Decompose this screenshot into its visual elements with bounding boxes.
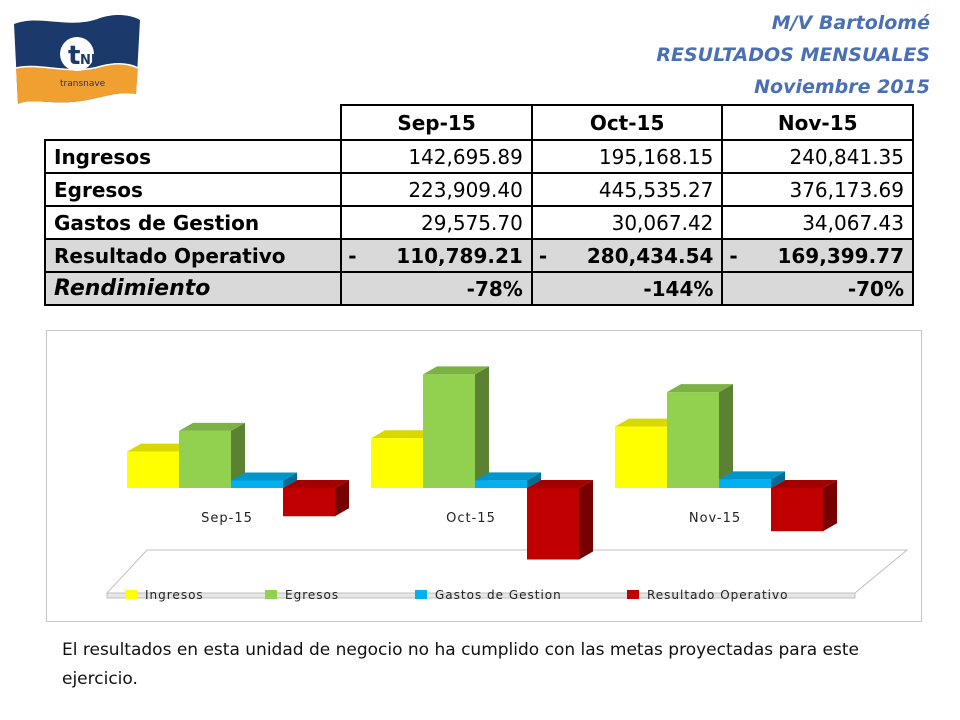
bar-egresos-sep-15	[179, 430, 231, 488]
svg-text:t: t	[68, 41, 80, 71]
bar-resultado-operativo-sep-15-side	[335, 480, 349, 517]
bar-resultado-operativo-sep-15	[283, 488, 335, 517]
legend-entry: Egresos	[285, 588, 339, 602]
bar-resultado-operativo-sep-15-top	[283, 480, 349, 488]
svg-text:NE: NE	[80, 53, 100, 68]
table-row: Resultado Operativo -110,789.21 -280,434…	[43, 238, 914, 273]
vessel-title: M/V Bartolomé	[771, 12, 930, 34]
row-label: Egresos	[43, 172, 343, 207]
bar-resultado-operativo-oct-15-top	[527, 480, 593, 488]
bar-egresos-nov-15	[667, 392, 719, 488]
bar-ingresos-sep-15	[127, 451, 179, 488]
legend-swatch	[265, 590, 277, 599]
results-chart: Sep-15 Oct-15 Nov-15 Ingresos Egresos Gastos …	[46, 330, 922, 622]
bar-ingresos-oct-15	[371, 438, 423, 488]
bar-resultado-operativo-nov-15-top	[771, 480, 837, 488]
bar-gastos-de-gestion-nov-15-side	[771, 471, 785, 488]
table-cell: 30,067.42	[530, 205, 724, 240]
bar-resultado-operativo-nov-15-side	[823, 480, 837, 532]
table-cell: 34,067.43	[721, 205, 914, 240]
bar-egresos-oct-15-side	[475, 366, 489, 488]
table-row: Gastos de Gestion 29,575.70 30,067.42 34…	[43, 205, 914, 240]
table-cell: -70%	[721, 271, 914, 306]
table-header-row: Sep-15 Oct-15 Nov-15	[45, 104, 914, 141]
category-label: Sep-15	[201, 511, 253, 526]
bar-gastos-de-gestion-nov-15-top	[719, 471, 785, 480]
company-logo: t NE transnave	[14, 14, 140, 105]
table-row: Rendimiento -78% -144% -70%	[43, 271, 914, 306]
table-cell: -144%	[530, 271, 724, 306]
bar-egresos-oct-15	[423, 374, 475, 488]
table-cell: -280,434.54	[530, 238, 724, 273]
chart-floor	[105, 549, 909, 594]
bar-egresos-oct-15-top	[423, 366, 489, 375]
table-cell: 240,841.35	[721, 139, 914, 174]
chart-svg: Sep-15 Oct-15 Nov-15 Ingresos Egresos Gastos …	[105, 366, 909, 602]
row-label: Ingresos	[43, 139, 343, 174]
category-label: Oct-15	[446, 511, 496, 526]
legend-swatch	[415, 590, 427, 599]
bar-gastos-de-gestion-nov-15	[719, 479, 771, 488]
row-label: Gastos de Gestion	[43, 205, 343, 240]
bar-egresos-sep-15-side	[231, 422, 245, 488]
table-row: Egresos 223,909.40 445,535.27 376,173.69	[43, 172, 914, 207]
column-header: Oct-15	[530, 104, 724, 141]
table-cell: -78%	[340, 271, 533, 306]
table-cell: 223,909.40	[340, 172, 533, 207]
legend-swatch	[627, 590, 639, 599]
table-row: Ingresos 142,695.89 195,168.15 240,841.3…	[43, 139, 914, 174]
category-label: Nov-15	[689, 511, 741, 526]
summary-note: El resultados en esta unidad de negocio …	[62, 640, 859, 689]
bar-egresos-nov-15-top	[667, 384, 733, 393]
bar-gastos-de-gestion-sep-15	[231, 480, 283, 488]
bar-gastos-de-gestion-oct-15-side	[527, 472, 541, 488]
bar-ingresos-nov-15-top	[615, 418, 681, 427]
table-cell: -110,789.21	[340, 238, 533, 273]
bar-resultado-operativo-nov-15	[771, 488, 823, 532]
table-cell: 376,173.69	[721, 172, 914, 207]
chart-floor-edge	[106, 592, 856, 599]
results-table: Sep-15 Oct-15 Nov-15 Ingresos 142,695.89…	[43, 104, 914, 306]
legend-entry: Resultado Operativo	[647, 588, 788, 602]
column-header: Sep-15	[340, 104, 533, 141]
bar-ingresos-sep-15-top	[127, 443, 193, 452]
bar-gastos-de-gestion-oct-15-top	[475, 472, 541, 481]
column-header: Nov-15	[721, 104, 914, 141]
legend-entry: Gastos de Gestion	[435, 588, 562, 602]
row-label: Rendimiento	[43, 271, 343, 306]
report-title: RESULTADOS MENSUALES	[656, 44, 930, 66]
table-corner	[45, 105, 343, 141]
bar-gastos-de-gestion-oct-15	[475, 480, 527, 488]
bar-ingresos-nov-15	[615, 426, 667, 488]
table-cell: 445,535.27	[530, 172, 724, 207]
bar-ingresos-oct-15-top	[371, 430, 437, 439]
row-label: Resultado Operativo	[43, 238, 343, 273]
logo-caption: transnave	[60, 79, 106, 89]
bar-gastos-de-gestion-sep-15-top	[231, 472, 297, 481]
bar-resultado-operativo-oct-15	[527, 488, 579, 560]
legend-swatch	[125, 590, 137, 599]
table-cell: 29,575.70	[340, 205, 533, 240]
legend-entry: Ingresos	[145, 588, 204, 602]
bar-resultado-operativo-oct-15-side	[579, 480, 593, 560]
table-cell: -169,399.77	[721, 238, 914, 273]
report-period: Noviembre 2015	[754, 76, 930, 98]
bar-gastos-de-gestion-sep-15-side	[283, 472, 297, 488]
bar-egresos-nov-15-side	[719, 384, 733, 488]
table-cell: 195,168.15	[530, 139, 724, 174]
table-cell: 142,695.89	[340, 139, 533, 174]
bar-egresos-sep-15-top	[179, 422, 245, 431]
